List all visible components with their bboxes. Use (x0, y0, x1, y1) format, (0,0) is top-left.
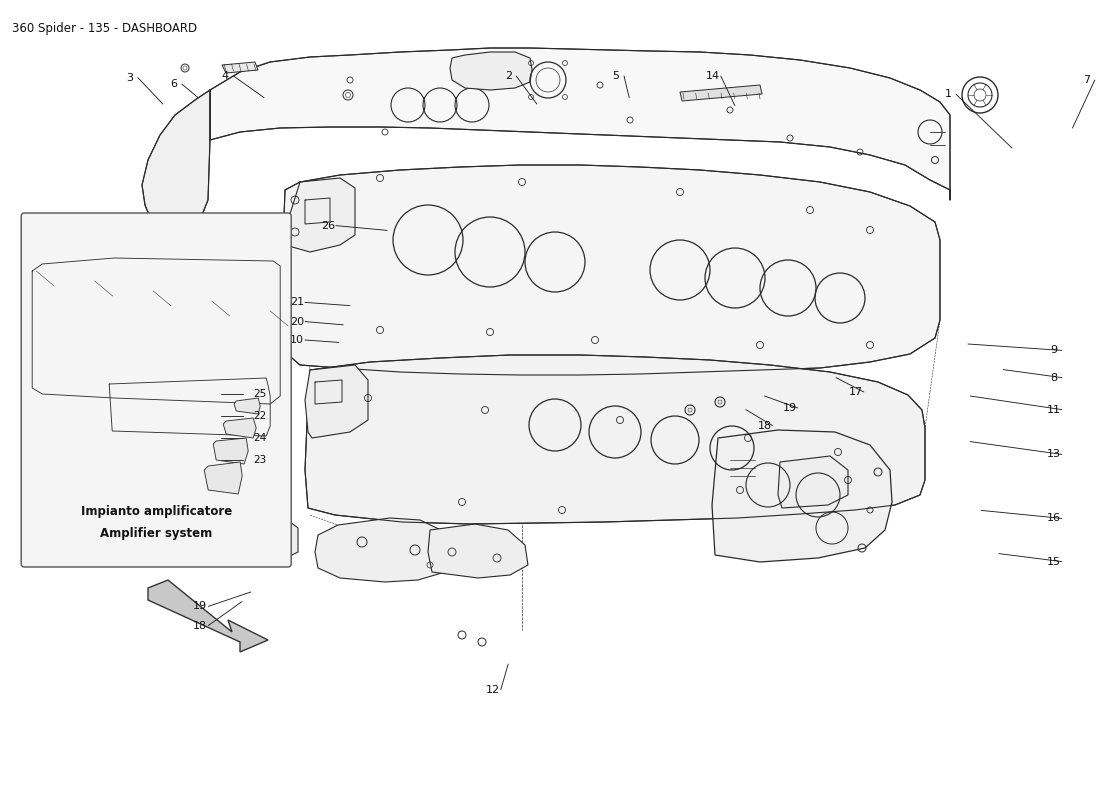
Polygon shape (210, 48, 950, 200)
Polygon shape (148, 580, 268, 652)
Polygon shape (223, 418, 256, 438)
Polygon shape (712, 430, 892, 562)
FancyBboxPatch shape (21, 213, 292, 567)
Text: Amplifier system: Amplifier system (100, 527, 212, 541)
Text: 26: 26 (321, 221, 334, 230)
Polygon shape (252, 518, 298, 562)
Text: eurospares: eurospares (506, 303, 735, 337)
Text: 20: 20 (290, 317, 304, 326)
Polygon shape (305, 355, 925, 524)
Text: 5: 5 (613, 71, 619, 81)
Polygon shape (450, 52, 532, 90)
Polygon shape (315, 518, 450, 582)
Text: 2: 2 (505, 71, 512, 81)
Text: 23: 23 (253, 455, 266, 465)
Polygon shape (282, 178, 355, 270)
Text: 19: 19 (194, 602, 207, 611)
Text: 360 Spider - 135 - DASHBOARD: 360 Spider - 135 - DASHBOARD (12, 22, 197, 35)
Text: eurospares: eurospares (306, 193, 535, 227)
Polygon shape (142, 90, 210, 235)
Text: 21: 21 (290, 298, 304, 307)
Text: 19: 19 (783, 403, 796, 413)
Polygon shape (205, 462, 242, 494)
Text: eurospares: eurospares (626, 413, 855, 447)
Text: 9: 9 (1050, 346, 1057, 355)
Text: 10: 10 (290, 335, 304, 345)
Text: 1: 1 (945, 90, 952, 99)
Polygon shape (680, 85, 762, 101)
Text: 16: 16 (1047, 514, 1060, 523)
Polygon shape (282, 165, 940, 375)
Text: 7: 7 (1084, 75, 1090, 85)
Text: 22: 22 (253, 411, 266, 421)
Text: 4: 4 (222, 71, 229, 81)
Text: 25: 25 (253, 389, 266, 398)
Text: 14: 14 (706, 71, 719, 81)
Text: 18: 18 (194, 621, 207, 630)
Text: 17: 17 (849, 387, 862, 397)
Polygon shape (305, 365, 369, 438)
Polygon shape (778, 456, 848, 508)
Text: 12: 12 (486, 685, 499, 694)
Text: 11: 11 (1047, 405, 1060, 414)
Text: 3: 3 (126, 73, 133, 82)
Text: 8: 8 (1050, 373, 1057, 382)
Polygon shape (428, 524, 528, 578)
Text: Impianto amplificatore: Impianto amplificatore (80, 506, 232, 518)
Text: 18: 18 (758, 421, 771, 430)
Text: 15: 15 (1047, 557, 1060, 566)
Text: 24: 24 (253, 433, 266, 442)
Polygon shape (234, 398, 261, 414)
Text: 6: 6 (170, 79, 177, 89)
Text: 13: 13 (1047, 450, 1060, 459)
Polygon shape (213, 438, 249, 464)
Polygon shape (222, 62, 258, 73)
